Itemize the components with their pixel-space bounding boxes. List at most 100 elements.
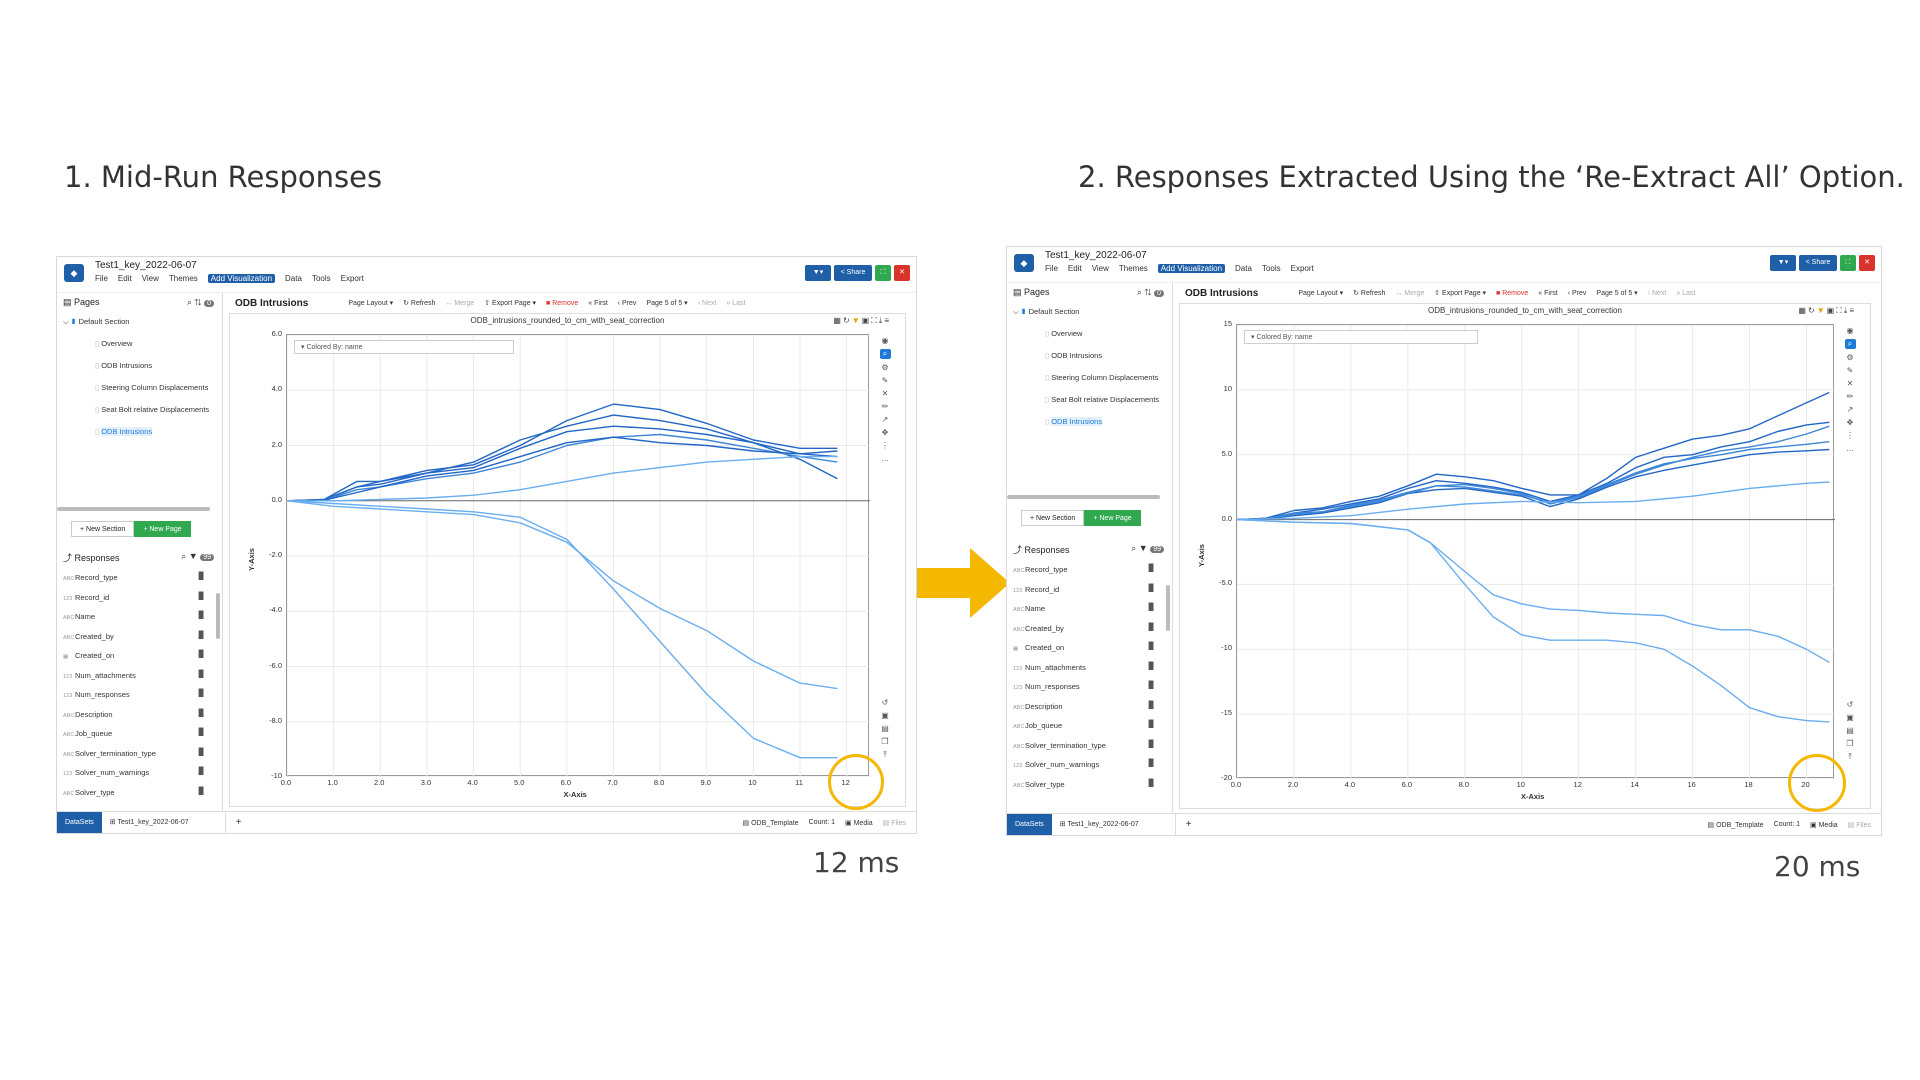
menu-item[interactable]: Themes	[1118, 264, 1148, 273]
arrow-icon[interactable]: ↗	[881, 415, 889, 424]
tree-page-item[interactable]: ▯ Overview	[1013, 327, 1168, 349]
responses-scrollbar[interactable]	[216, 593, 220, 639]
bar-chart-icon[interactable]: ▐▌	[196, 651, 206, 658]
media-button[interactable]: ▣ Media	[845, 819, 873, 827]
new-page-button[interactable]: + New Page	[1084, 510, 1141, 526]
response-item[interactable]: ABCCreated_by ▐▌	[1013, 624, 1162, 644]
copy-icon[interactable]: ▣	[861, 316, 872, 325]
new-page-button[interactable]: + New Page	[134, 521, 191, 537]
refresh-button[interactable]: ↻ Refresh	[403, 300, 436, 307]
tree-section[interactable]: ⌵ ▮ Default Section	[1013, 305, 1168, 327]
prev-page-button[interactable]: ‹ Prev	[617, 299, 637, 307]
responses-scrollbar[interactable]	[1166, 585, 1170, 631]
search-icon[interactable]: ⌕	[1131, 543, 1137, 553]
prev-page-button[interactable]: ‹ Prev	[1567, 289, 1587, 297]
template-label[interactable]: ▤ ODB_Template	[742, 819, 799, 827]
page-layout-button[interactable]: Page Layout ▾	[1298, 290, 1344, 297]
response-item[interactable]: ABCSolver_termination_type ▐▌	[1013, 741, 1162, 761]
response-item[interactable]: 123 Solver_num_warnings ▐▌	[63, 768, 212, 788]
next-page-button[interactable]: › Next	[1647, 289, 1667, 297]
menu-item[interactable]: View	[1091, 264, 1109, 273]
last-page-button[interactable]: » Last	[1676, 289, 1696, 297]
panel-splitter[interactable]	[57, 507, 210, 511]
page-selector[interactable]: Page 5 of 5 ▾	[1596, 290, 1638, 297]
more-icon[interactable]: ⋮	[881, 441, 889, 450]
tree-page-item[interactable]: ▯ Seat Bolt relative Displacements	[63, 403, 218, 425]
remove-button[interactable]: ■ Remove	[546, 299, 579, 307]
tree-page-item[interactable]: ▯ Overview	[63, 337, 218, 359]
add-tab-button[interactable]: +	[235, 817, 242, 828]
cross-icon[interactable]: ✕	[881, 389, 889, 398]
datasets-tab[interactable]: DataSets	[1007, 813, 1052, 835]
bar-chart-icon[interactable]: ▐▌	[196, 573, 206, 580]
tree-page-item[interactable]: ▯ ODB Intrusions	[1013, 415, 1168, 437]
merge-button[interactable]: ↔ Merge	[445, 299, 475, 307]
maximize-button[interactable]: ⛶	[1840, 255, 1856, 271]
refresh-button[interactable]: ↻ Refresh	[1353, 290, 1386, 297]
response-item[interactable]: 123 Num_attachments ▐▌	[1013, 663, 1162, 683]
reset-icon[interactable]: ↺	[881, 698, 889, 707]
menu-item[interactable]: Data	[1235, 264, 1252, 273]
response-item[interactable]: 123 Record_id ▐▌	[1013, 585, 1162, 605]
menu-item[interactable]: Tools	[1261, 264, 1281, 273]
menu-item[interactable]: View	[141, 274, 159, 283]
bar-chart-icon[interactable]: ▐▌	[196, 670, 206, 678]
search-icon[interactable]: ⌕	[1136, 287, 1142, 297]
table-icon[interactable]: ▦	[833, 316, 843, 325]
response-item[interactable]: 123 Num_attachments ▐▌	[63, 671, 212, 691]
bar-chart-icon[interactable]: ▐▌	[1146, 779, 1156, 787]
response-item[interactable]: ABCCreated_by ▐▌	[63, 632, 212, 652]
zoom-icon[interactable]: ⌕	[1844, 339, 1856, 349]
filter-icon[interactable]: ▼	[1138, 543, 1148, 553]
sort-icon[interactable]: ⇅	[194, 297, 202, 307]
panel-splitter[interactable]	[1007, 495, 1160, 499]
grid-icon[interactable]: ▤	[881, 724, 889, 733]
response-item[interactable]: ABCSolver_termination_type ▐▌	[63, 749, 212, 769]
export-page-button[interactable]: ⇧ Export Page ▾	[484, 300, 537, 307]
brush-icon[interactable]: ✏	[1846, 392, 1854, 401]
download-icon[interactable]: ⤓	[878, 316, 885, 325]
response-item[interactable]: ABCDescription ▐▌	[63, 710, 212, 730]
remove-button[interactable]: ■ Remove	[1496, 289, 1529, 297]
tree-page-item[interactable]: ▯ ODB Intrusions	[63, 425, 218, 447]
response-item[interactable]: ABCSolver_type ▐▌	[63, 788, 212, 808]
more-icon[interactable]: ⋮	[1846, 431, 1854, 440]
arrow-icon[interactable]: ↗	[1846, 405, 1854, 414]
media-button[interactable]: ▣ Media	[1810, 821, 1838, 829]
bar-chart-icon[interactable]: ▐▌	[1146, 740, 1156, 748]
response-item[interactable]: ABCDescription ▐▌	[1013, 702, 1162, 722]
tree-page-item[interactable]: ▯ Steering Column Displacements	[1013, 371, 1168, 393]
expand-icon[interactable]: ⛶	[1836, 306, 1844, 315]
filter-button[interactable]: ▼▾	[805, 265, 831, 281]
share-button[interactable]: < Share	[834, 265, 872, 281]
ellipsis-icon[interactable]: …	[881, 454, 889, 463]
bar-chart-icon[interactable]: ▐▌	[1146, 565, 1156, 572]
bar-chart-icon[interactable]: ▐▌	[1146, 604, 1156, 611]
tree-page-item[interactable]: ▯ Steering Column Displacements	[63, 381, 218, 403]
new-section-button[interactable]: + New Section	[71, 521, 135, 537]
eye-icon[interactable]: ◉	[881, 336, 889, 345]
first-page-button[interactable]: « First	[588, 299, 608, 307]
menu-item[interactable]: Edit	[1067, 264, 1082, 273]
refresh-icon[interactable]: ↻	[1807, 306, 1817, 315]
share-button[interactable]: < Share	[1799, 255, 1837, 271]
response-item[interactable]: ABCRecord_type ▐▌	[1013, 565, 1162, 585]
colored-by-dropdown[interactable]: ▾ Colored By: name	[1244, 330, 1478, 344]
grid-icon[interactable]: ▤	[1846, 726, 1854, 735]
ellipsis-icon[interactable]: …	[1846, 444, 1854, 453]
menu-item[interactable]: Add Visualization	[207, 274, 276, 283]
menu-item[interactable]: File	[1045, 264, 1058, 273]
search-icon[interactable]: ⌕	[186, 297, 192, 307]
tree-page-item[interactable]: ▯ ODB Intrusions	[63, 359, 218, 381]
tree-page-item[interactable]: ▯ Seat Bolt relative Displacements	[1013, 393, 1168, 415]
filter-button[interactable]: ▼▾	[1770, 255, 1796, 271]
copy-icon[interactable]: ❐	[1846, 739, 1854, 748]
response-item[interactable]: ▦ Created_on ▐▌	[63, 651, 212, 671]
menu-item[interactable]: File	[95, 274, 108, 283]
response-item[interactable]: ▦ Created_on ▐▌	[1013, 643, 1162, 663]
bar-chart-icon[interactable]: ▐▌	[1146, 721, 1156, 728]
upload-icon[interactable]: ⤒	[883, 750, 887, 759]
response-item[interactable]: ABCJob_queue ▐▌	[63, 729, 212, 749]
template-label[interactable]: ▤ ODB_Template	[1707, 821, 1764, 829]
bar-chart-icon[interactable]: ▐▌	[1146, 623, 1156, 631]
